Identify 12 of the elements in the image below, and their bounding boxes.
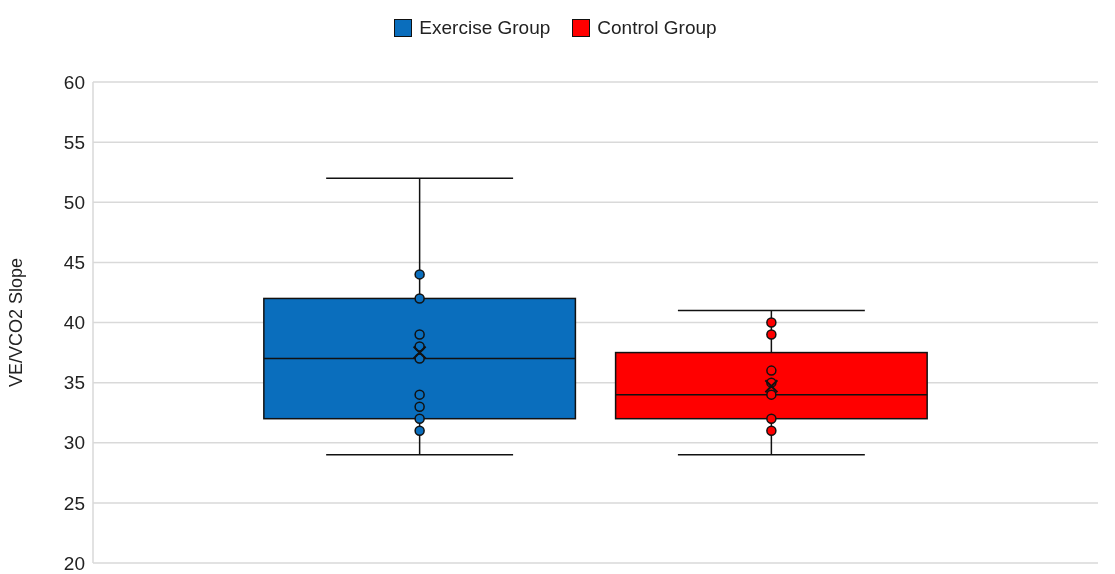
y-tick-label: 25 (63, 492, 85, 514)
y-tick-label: 50 (63, 191, 85, 213)
legend-label: Control Group (597, 17, 717, 39)
y-axis-title: VE/VCO2 Slope (6, 257, 27, 388)
y-tick-label: 55 (63, 131, 85, 153)
y-tick-label: 45 (63, 252, 85, 274)
y-tick-label: 60 (63, 71, 85, 93)
y-tick-label: 35 (63, 372, 85, 394)
legend-label: Exercise Group (419, 17, 551, 39)
y-tick-label: 20 (63, 552, 85, 574)
y-tick-label: 30 (63, 432, 85, 454)
y-tick-label: 40 (63, 312, 85, 334)
